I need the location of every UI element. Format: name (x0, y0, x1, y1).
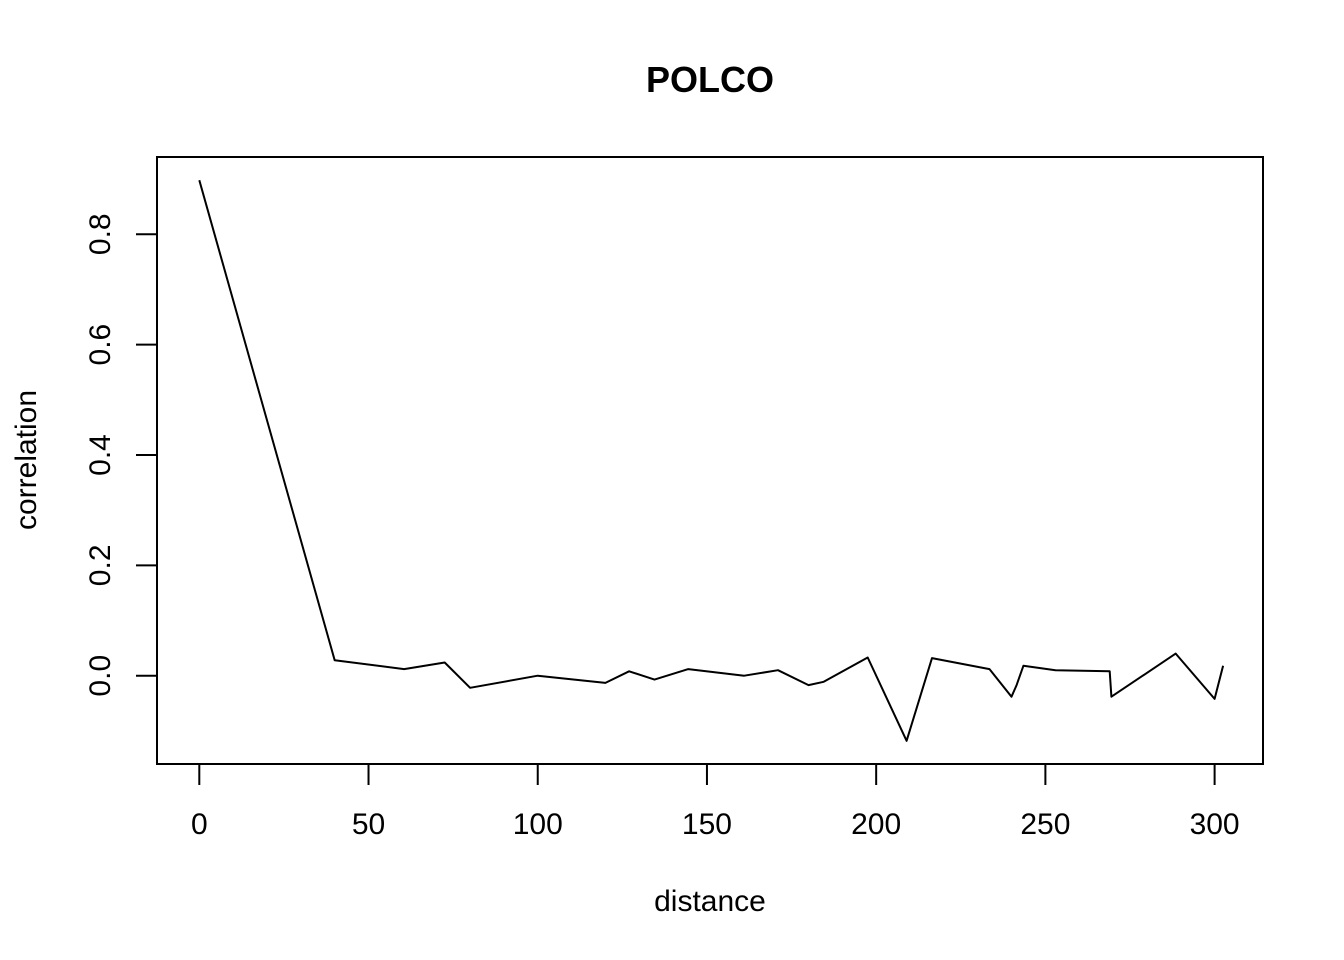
x-tick-label: 100 (513, 808, 563, 841)
x-tick-label: 0 (191, 808, 208, 841)
x-tick-label: 300 (1190, 808, 1240, 841)
chart-title: POLCO (646, 59, 774, 100)
x-tick-label: 50 (352, 808, 385, 841)
x-tick-label: 150 (682, 808, 732, 841)
x-axis: 0 50 100 150 200 250 300 (191, 764, 1240, 841)
y-tick-label: 0.8 (84, 213, 117, 255)
x-tick-label: 250 (1020, 808, 1070, 841)
plot-frame (156, 156, 1264, 765)
y-tick-label: 0.2 (84, 544, 117, 586)
y-tick-label: 0.4 (84, 434, 117, 476)
x-axis-label: distance (654, 885, 766, 918)
y-tick-label: 0.0 (84, 655, 117, 697)
y-axis: 0.0 0.2 0.4 0.6 0.8 (84, 213, 157, 697)
y-tick-label: 0.6 (84, 324, 117, 366)
y-axis-label: correlation (10, 390, 43, 530)
x-tick-label: 200 (851, 808, 901, 841)
series-line (198, 179, 1225, 742)
